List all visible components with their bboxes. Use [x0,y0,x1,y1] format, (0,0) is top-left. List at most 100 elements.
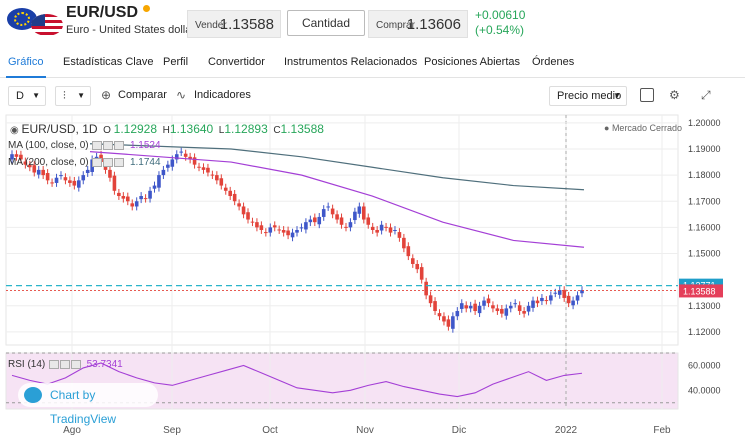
tab-converter[interactable]: Convertidor [208,56,265,68]
ma100-legend: MA (100, close, 0) 1.1524 [8,140,161,151]
tab-related-instruments[interactable]: Instrumentos Relacionados [284,56,418,68]
tab-key-stats[interactable]: Estadísticas Clave [63,56,154,68]
indicators-icon[interactable]: ∿ [176,88,187,102]
eye-icon[interactable] [92,140,103,150]
tradingview-watermark[interactable]: Chart by TradingView [18,383,158,426]
close-icon[interactable] [114,157,125,167]
quantity-input[interactable]: Cantidad [287,10,365,36]
candle-body [482,300,486,306]
candle-body [580,290,584,294]
settings-icon[interactable] [103,140,114,150]
x-tick-label: Feb [653,425,671,436]
fullscreen-box-icon[interactable] [640,88,654,102]
rsi-tick-label: 40.0000 [688,385,721,395]
rsi-legend: RSI (14) 53.7341 [8,359,123,370]
candle-body [308,219,313,223]
candle-body [361,206,366,220]
y-tick-label: 1.13000 [688,301,721,311]
candle-body [557,290,562,295]
pair-subtitle: Euro - United States dollar [66,24,196,36]
candle-body [197,166,201,168]
rsi-label: RSI (14) [8,359,46,370]
market-status-label: Mercado Cerrado [611,123,682,133]
indicators-button[interactable]: Indicadores [194,89,251,101]
y-tick-label: 1.15000 [688,249,721,259]
buy-button[interactable]: Comprar 1.13606 [368,10,468,38]
ohlc-legend: ◉ EUR/USD, 1D O 1.12928 H1.13640 L1.1289… [10,122,324,136]
candle-body [504,308,509,316]
ohlc-low: 1.12893 [224,122,268,136]
candle-body [553,292,558,294]
pair-title: EUR/USD [66,4,139,21]
chevron-down-icon: ▼ [32,91,40,100]
candle-body [259,225,264,230]
candle-body [246,212,250,220]
interval-value: D [16,90,24,102]
candle-body [424,281,428,296]
candle-body [117,192,121,197]
close-icon[interactable] [114,140,125,150]
candle-body [201,167,206,170]
currency-flags-icon [7,4,63,38]
candle-body [406,246,411,257]
candle-body [459,303,464,309]
tab-profile[interactable]: Perfil [163,56,189,68]
interval-select[interactable]: D ▼ [8,86,46,106]
candle-body [562,290,566,298]
expand-icon[interactable]: ⤢ [701,88,711,102]
last-price-tag [679,284,723,298]
price-chart[interactable]: Ago Sep Oct Nov Dic 2022 Feb 1.20000 1.19000 1.18… [0,113,745,445]
settings-icon[interactable] [103,157,114,167]
eye-icon[interactable] [49,359,60,369]
candle-body [295,230,299,233]
sell-button[interactable]: Vender 1.13588 [187,10,281,38]
candle-body [375,230,379,233]
ma200-value: 1.1744 [129,157,161,168]
candle-body [63,177,68,181]
price-type-select[interactable]: Precio medio ▼ [549,86,627,106]
tab-chart[interactable]: Gráfico [8,56,44,68]
chart-toolbar: D ▼ ⫶ ▼ ⊕ Comparar ∿ Indicadores Precio … [0,86,745,108]
ma200-legend: MA (200, close, 0) 1.1744 [8,157,161,168]
ohlc-c-label: C [273,125,281,136]
close-icon[interactable] [71,359,82,369]
candle-body [455,311,460,317]
last-price-tag-label: 1.13588 [683,286,716,296]
ma200-line [89,143,585,191]
candle-body [517,305,522,312]
rsi-tick-label: 60.0000 [688,360,721,370]
compare-icon[interactable]: ⊕ [101,88,112,102]
candle-body [419,267,424,280]
candle-body [41,169,45,176]
candle-body [566,295,571,304]
candle-body [36,169,41,175]
y-tick-label: 1.20000 [688,118,721,128]
tab-open-positions[interactable]: Posiciones Abiertas [424,56,520,68]
chart-canvas[interactable]: Ago Sep Oct Nov Dic 2022 Feb 1.20000 1.19000 1.18… [0,113,745,445]
candle-body [152,185,157,189]
settings-icon[interactable] [60,359,71,369]
candle-body [170,159,175,167]
ma100-line [89,150,585,248]
tab-bar: Gráfico Estadísticas Clave Perfil Conver… [0,50,745,78]
compare-button[interactable]: Comparar [118,89,167,101]
candle-body [317,216,322,225]
candle-body [210,174,215,176]
candle-body [339,217,344,225]
candle-body [468,305,473,309]
price-type-value: Precio medio [557,90,622,102]
settings-gear-icon[interactable]: ⚙ [669,88,680,102]
candle-body [76,180,81,188]
candle-body [437,313,442,317]
candle-body [125,196,130,202]
candle-body [388,227,393,233]
chart-type-select[interactable]: ⫶ ▼ [55,86,91,106]
candle-body [54,177,59,183]
eye-icon[interactable] [92,157,103,167]
candle-body [313,217,317,223]
candle-body [410,258,415,264]
price-change-pct: (+0.54%) [475,23,525,37]
x-tick-label: Oct [262,425,278,436]
sell-label: Vender [195,20,227,31]
tab-orders[interactable]: Órdenes [532,56,575,68]
